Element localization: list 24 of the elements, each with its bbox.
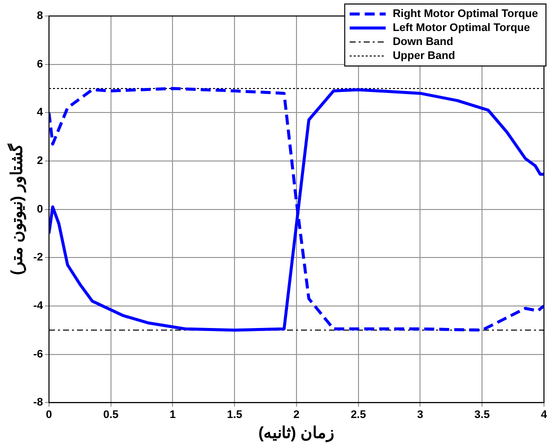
y-tick-label: 6 (36, 58, 43, 70)
x-tick-label: 3 (417, 409, 424, 422)
y-tick-label: -6 (33, 348, 43, 360)
x-tick-label: 2 (293, 409, 300, 422)
y-tick-label: 8 (36, 10, 43, 22)
y-tick-label: 4 (36, 106, 44, 119)
y-tick-label: 2 (36, 155, 43, 168)
x-tick-label: 1.5 (226, 409, 242, 422)
y-tick-label: -8 (33, 396, 43, 409)
x-tick-label: 2.5 (350, 409, 366, 422)
legend-label: Left Motor Optimal Torque (392, 22, 530, 34)
y-tick-label: 0 (36, 203, 43, 216)
x-tick-label: 0 (46, 409, 52, 422)
x-tick-label: 3.5 (474, 409, 490, 422)
x-tick-label: 1 (170, 409, 176, 422)
legend-label: Upper Band (392, 50, 456, 62)
legend-label: Down Band (392, 36, 454, 48)
y-axis-title: گشتاور (نیوتون متر) (7, 144, 28, 276)
y-tick-label: -2 (33, 252, 43, 264)
legend-label: Right Motor Optimal Torque (392, 8, 538, 20)
x-axis-title: زمان (ثانیه) (258, 424, 335, 443)
y-tick-label: -4 (33, 300, 44, 312)
x-tick-label: 0.5 (103, 409, 118, 422)
x-tick-label: 4 (540, 409, 548, 422)
